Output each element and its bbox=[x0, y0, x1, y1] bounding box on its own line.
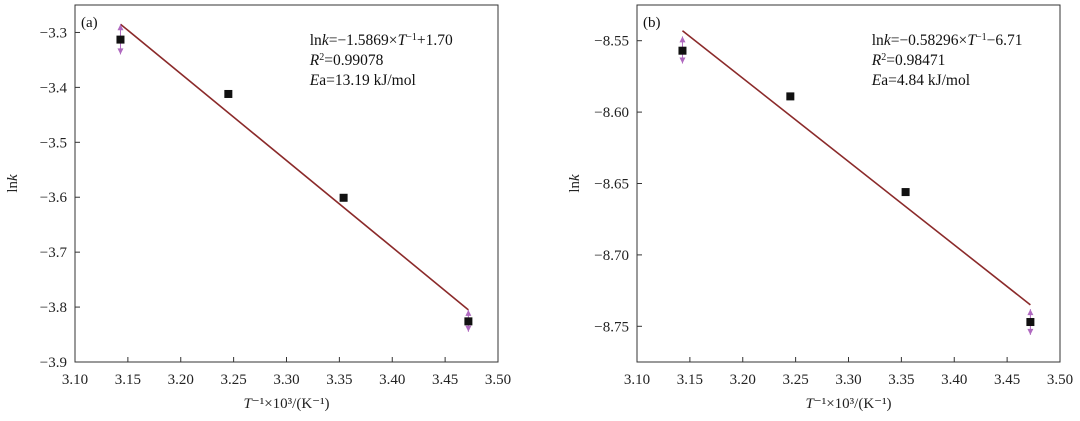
y-tick-label: −3.9 bbox=[40, 355, 67, 371]
x-tick-label: 3.40 bbox=[941, 372, 967, 388]
panel-tag: (b) bbox=[643, 15, 661, 31]
y-tick-label: −3.8 bbox=[40, 300, 67, 316]
annotation-activation-energy: Ea=4.84 kJ/mol bbox=[871, 72, 970, 89]
error-arrow-up bbox=[679, 36, 686, 43]
annotation-equation: lnk=−0.58296×T−1−6.71 bbox=[872, 32, 1023, 50]
data-point bbox=[678, 46, 687, 55]
error-arrow-down bbox=[465, 325, 472, 332]
x-tick-label: 3.40 bbox=[379, 372, 405, 388]
error-arrow-down bbox=[679, 57, 686, 64]
x-tick-label: 3.10 bbox=[62, 372, 88, 388]
x-tick-label: 3.45 bbox=[432, 372, 458, 388]
x-tick-label: 3.10 bbox=[624, 372, 650, 388]
error-arrow-up bbox=[1027, 309, 1034, 316]
y-tick-label: −3.7 bbox=[40, 245, 68, 261]
x-tick-label: 3.15 bbox=[677, 372, 703, 388]
x-tick-label: 3.30 bbox=[273, 372, 299, 388]
x-tick-label: 3.20 bbox=[730, 372, 756, 388]
y-tick-label: −8.70 bbox=[594, 248, 629, 264]
y-tick-label: −3.5 bbox=[40, 135, 67, 151]
annotation-activation-energy: Ea=13.19 kJ/mol bbox=[309, 72, 416, 89]
annotation-equation: lnk=−1.5869×T−1+1.70 bbox=[310, 32, 453, 50]
y-tick-label: −8.75 bbox=[594, 319, 629, 335]
error-arrow-up bbox=[465, 309, 472, 316]
y-tick-label: −3.6 bbox=[40, 190, 68, 206]
annotation-r-squared: R2=0.98471 bbox=[871, 52, 946, 70]
x-tick-label: 3.35 bbox=[888, 372, 914, 388]
y-tick-label: −8.55 bbox=[594, 34, 629, 50]
x-tick-label: 3.25 bbox=[783, 372, 809, 388]
chart-panel-b: 3.10 3.15 3.20 3.25 3.30 3.35 3.40 3.45 3.50 −8.5… bbox=[567, 4, 1073, 412]
data-point bbox=[786, 92, 795, 101]
x-tick-label: 3.20 bbox=[168, 372, 194, 388]
x-tick-label: 3.25 bbox=[221, 372, 247, 388]
fit-line bbox=[119, 23, 469, 311]
error-arrow-up bbox=[117, 24, 124, 31]
x-tick-label: 3.50 bbox=[485, 372, 511, 388]
data-point bbox=[1026, 318, 1035, 327]
x-tick-label: 3.45 bbox=[994, 372, 1020, 388]
x-tick-label: 3.35 bbox=[326, 372, 352, 388]
y-axis-label: lnk bbox=[5, 174, 21, 193]
x-tick-label: 3.30 bbox=[835, 372, 861, 388]
y-tick-label: −3.3 bbox=[40, 25, 67, 41]
data-point bbox=[339, 193, 348, 202]
plot-frame bbox=[74, 4, 499, 363]
data-point bbox=[464, 317, 473, 326]
annotation-r-squared: R2=0.99078 bbox=[309, 52, 384, 70]
y-tick-label: −8.60 bbox=[594, 105, 629, 121]
error-arrow-down bbox=[117, 48, 124, 55]
y-tick-label: −3.4 bbox=[40, 80, 68, 96]
data-point bbox=[901, 188, 910, 197]
x-axis-label: T⁻¹×10³/(K⁻¹) bbox=[805, 396, 891, 412]
plot-frame bbox=[636, 4, 1061, 363]
y-axis-label: lnk bbox=[567, 174, 583, 193]
fit-line bbox=[681, 30, 1031, 306]
data-point bbox=[116, 35, 125, 44]
x-axis-label: T⁻¹×10³/(K⁻¹) bbox=[243, 396, 329, 412]
error-arrow-down bbox=[1027, 328, 1034, 335]
y-tick-label: −8.65 bbox=[594, 177, 629, 193]
x-tick-label: 3.15 bbox=[115, 372, 141, 388]
x-tick-label: 3.50 bbox=[1047, 372, 1073, 388]
chart-panel-a: 3.10 3.15 3.20 3.25 3.30 3.35 3.40 3.45 3.50 −3.3… bbox=[5, 4, 511, 412]
panel-tag: (a) bbox=[81, 15, 98, 31]
data-point bbox=[224, 89, 233, 98]
